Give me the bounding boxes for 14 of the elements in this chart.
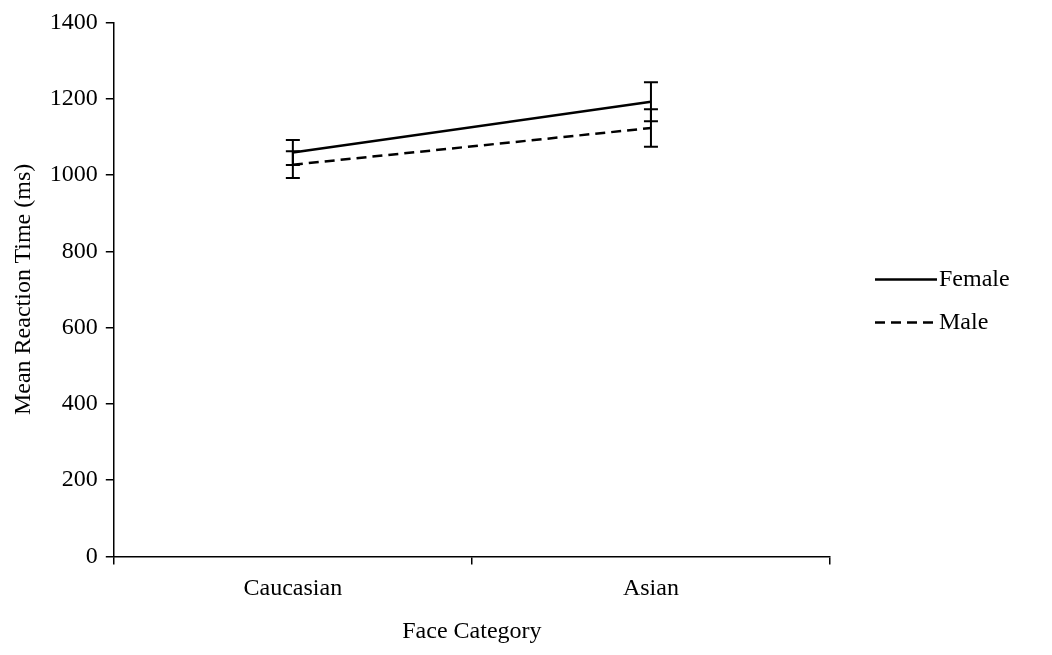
y-axis-title: Mean Reaction Time (ms) [8, 163, 35, 416]
y-tick-label: 1200 [49, 83, 98, 110]
y-tick-label: 0 [85, 541, 98, 568]
legend-label: Male [939, 307, 989, 334]
legend-label: Female [939, 264, 1010, 291]
y-tick-label: 200 [61, 465, 98, 492]
y-tick-label: 600 [61, 312, 98, 339]
x-axis-title: Face Category [402, 616, 542, 643]
x-tick-label: Asian [622, 574, 679, 601]
y-tick-label: 1000 [49, 160, 98, 187]
y-tick-label: 1400 [49, 7, 98, 34]
x-tick-label: Caucasian [243, 574, 343, 601]
y-tick-label: 800 [61, 236, 98, 263]
y-tick-label: 400 [61, 389, 98, 416]
